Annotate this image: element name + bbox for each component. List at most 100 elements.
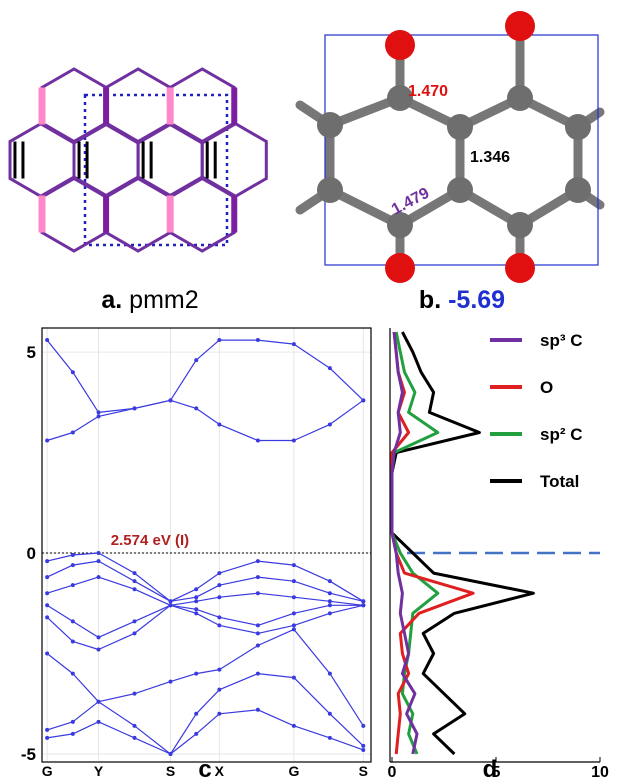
data-point: [328, 712, 332, 716]
data-point: [361, 744, 365, 748]
data-point: [71, 639, 75, 643]
x-tick-label: S: [359, 763, 368, 779]
atom: [317, 112, 343, 138]
data-point: [194, 611, 198, 615]
data-point: [217, 623, 221, 627]
data-point: [292, 627, 296, 631]
data-point: [71, 583, 75, 587]
data-point: [71, 430, 75, 434]
figure: 1.470 1.346 1.479 a. pmm2 b. -5.69 -505G…: [0, 0, 629, 779]
data-point: [169, 680, 173, 684]
data-point: [328, 579, 332, 583]
x-tick-label: G: [288, 763, 299, 779]
x-tick-label: Y: [94, 763, 104, 779]
data-point: [97, 410, 101, 414]
data-point: [292, 579, 296, 583]
legend-label: sp³ C: [540, 331, 583, 350]
data-point: [97, 700, 101, 704]
atom: [447, 114, 473, 140]
caption-a: a. pmm2: [101, 286, 198, 314]
data-point: [328, 422, 332, 426]
atom: [505, 253, 535, 283]
data-point: [194, 672, 198, 676]
data-point: [194, 712, 198, 716]
data-point: [256, 631, 260, 635]
data-point: [194, 599, 198, 603]
data-point: [256, 708, 260, 712]
series-line: [47, 553, 363, 601]
hexagon: [106, 177, 170, 251]
data-point: [194, 358, 198, 362]
y-tick-label: -5: [21, 745, 36, 764]
data-point: [256, 643, 260, 647]
panel-label: a.: [101, 286, 122, 314]
data-point: [97, 720, 101, 724]
data-point: [217, 615, 221, 619]
series-line: [47, 605, 363, 637]
band-structure: -505GYSXGS2.574 eV (I)c: [21, 328, 371, 779]
panel-a: [10, 69, 266, 251]
data-point: [217, 422, 221, 426]
hexagon: [170, 69, 234, 143]
atom: [507, 212, 533, 238]
data-point: [328, 603, 332, 607]
data-point: [45, 575, 49, 579]
data-point: [45, 439, 49, 443]
data-point: [194, 595, 198, 599]
data-point: [217, 338, 221, 342]
data-point: [133, 571, 137, 575]
series-line: [47, 561, 363, 601]
data-point: [71, 672, 75, 676]
data-point: [97, 575, 101, 579]
data-point: [97, 559, 101, 563]
panel-label: b.: [419, 286, 441, 314]
x-tick-label: S: [166, 763, 175, 779]
hexagon: [202, 123, 266, 197]
data-point: [328, 611, 332, 615]
data-point: [217, 595, 221, 599]
y-tick-label: 5: [27, 343, 36, 362]
legend-label: O: [540, 378, 553, 397]
data-point: [328, 366, 332, 370]
data-point: [256, 623, 260, 627]
hexagon: [106, 69, 170, 143]
atom: [385, 253, 415, 283]
data-point: [169, 752, 173, 756]
data-point: [217, 688, 221, 692]
data-point: [133, 692, 137, 696]
data-point: [256, 559, 260, 563]
data-point: [71, 553, 75, 557]
x-tick-label: G: [42, 763, 53, 779]
series-line: [47, 674, 363, 754]
series-line: [47, 629, 363, 725]
data-point: [328, 591, 332, 595]
data-point: [45, 652, 49, 656]
data-point: [194, 587, 198, 591]
data-point: [292, 676, 296, 680]
atom: [505, 11, 535, 41]
data-point: [256, 591, 260, 595]
hexagon: [10, 123, 74, 197]
bond-label: 1.470: [408, 83, 448, 100]
series-line: [47, 340, 363, 440]
data-point: [256, 439, 260, 443]
data-point: [256, 338, 260, 342]
x-tick-label: 0: [388, 764, 397, 779]
data-point: [169, 599, 173, 603]
atom: [385, 30, 415, 60]
data-point: [292, 563, 296, 567]
data-point: [45, 338, 49, 342]
atom: [565, 114, 591, 140]
data-point: [71, 732, 75, 736]
hexagon: [42, 177, 106, 251]
data-point: [361, 603, 365, 607]
data-point: [194, 607, 198, 611]
data-point: [71, 619, 75, 623]
plot-frame: [42, 328, 371, 762]
data-point: [45, 603, 49, 607]
hexagon: [138, 123, 202, 197]
data-point: [328, 736, 332, 740]
hexagon: [170, 177, 234, 251]
y-tick-label: 0: [27, 544, 36, 563]
